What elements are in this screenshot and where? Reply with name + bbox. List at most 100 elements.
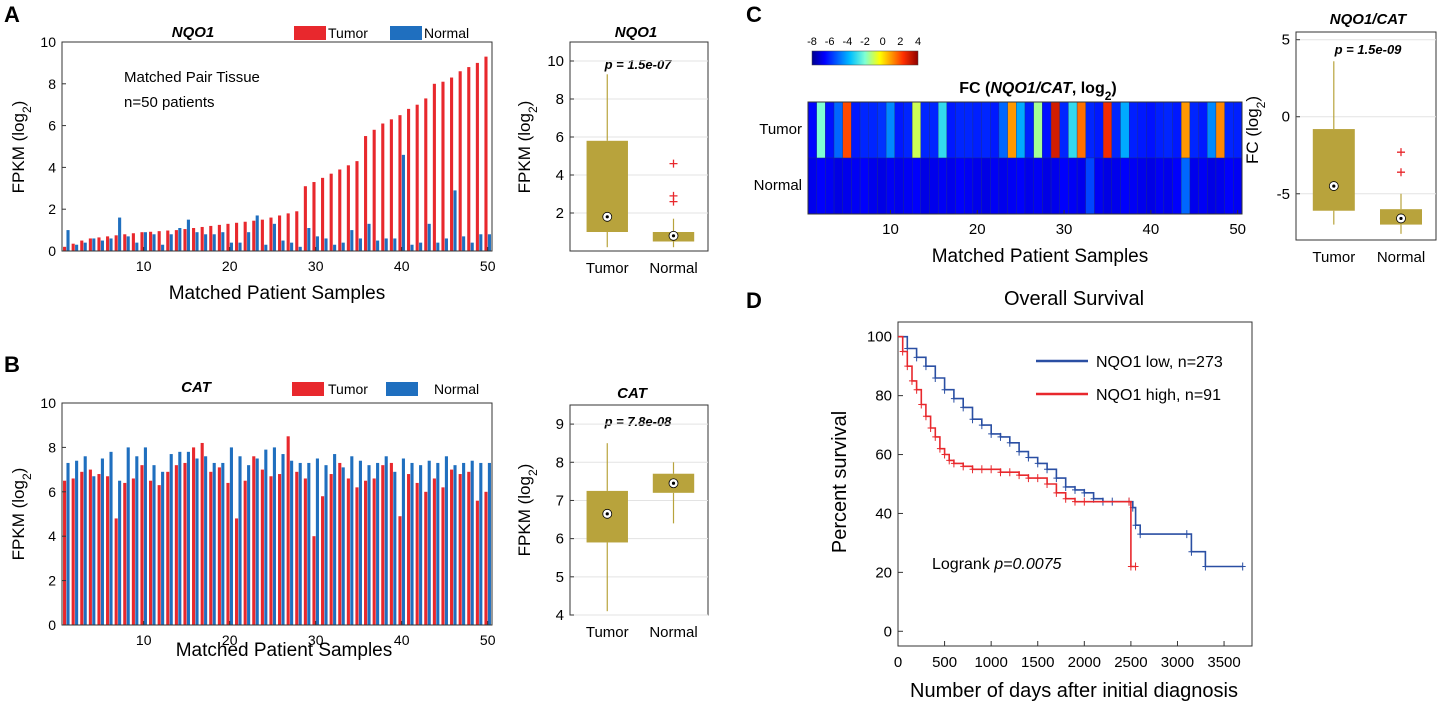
panel-b-bar-normal-4: [92, 476, 96, 625]
panel-a-bar-normal-43: [427, 223, 431, 251]
panel-b-bar-normal-37: [376, 462, 380, 625]
panel-label-c: C: [746, 2, 762, 27]
heatmap-cell-normal-42: [1163, 157, 1173, 215]
panel-a-bar-tumor-10: [140, 232, 144, 251]
km-censor-high: [908, 376, 915, 385]
panel-b-bar-normal-29: [307, 462, 311, 625]
panel-a-xtick-label: 20: [222, 258, 238, 274]
panel-a-bar-normal-20: [229, 242, 233, 251]
panel-d-xtick-label: 0: [894, 654, 902, 671]
panel-a-bar-normal-41: [410, 244, 414, 251]
panel-a-bar-normal-34: [350, 230, 354, 251]
panel-b-xtick-label: 50: [480, 632, 496, 648]
panel-a-ytick-label: 8: [48, 76, 56, 92]
panel-b-bar-normal-2: [75, 460, 79, 625]
km-censor-low: [988, 429, 995, 438]
panel-a-bar-normal-50: [487, 234, 491, 251]
panel-a-bar-normal-9: [135, 242, 139, 251]
heatmap-cell-tumor-3: [825, 101, 835, 159]
panel-a-bar-tumor-35: [355, 161, 359, 251]
heatmap-cell-tumor-27: [1033, 101, 1043, 159]
panel-d-xtick-label: 2000: [1068, 654, 1101, 671]
panel-a-bar-tumor-17: [200, 226, 204, 251]
panel-b-bar-tumor-15: [183, 462, 187, 625]
panel-b-bar-normal-15: [186, 451, 190, 625]
panel-a-bar-tumor-26: [278, 215, 282, 251]
panel-d-title: Overall Survival: [1004, 288, 1144, 310]
heatmap-cell-normal-46: [1198, 157, 1208, 215]
panel-b-bar-tumor-33: [338, 462, 342, 625]
panel-a-bar-tumor-38: [381, 123, 385, 251]
km-censor-high: [941, 450, 948, 459]
panel-a-bar-normal-17: [204, 234, 208, 251]
panel-b-box-ytick-label: 6: [556, 531, 564, 548]
heatmap-cell-normal-50: [1233, 157, 1243, 215]
km-censor-low: [1202, 562, 1209, 571]
km-censor-low: [1016, 447, 1023, 456]
panel-b-bar-normal-14: [178, 451, 182, 625]
legend-tumor-swatch: [294, 26, 326, 40]
panel-a-bar-normal-1: [66, 230, 70, 251]
heatmap-cell-normal-38: [1128, 157, 1139, 215]
heatmap-cell-normal-23: [998, 157, 1008, 215]
heatmap-cell-normal-21: [981, 157, 991, 215]
panel-a-bar-tumor-4: [88, 238, 92, 251]
heatmap-cell-normal-13: [911, 157, 922, 215]
panel-b-bar-normal-30: [315, 458, 319, 625]
km-censor-low: [978, 421, 985, 430]
heatmap-cell-normal-27: [1033, 157, 1043, 215]
panel-a-bar-normal-42: [419, 242, 423, 251]
heatmap-cell-normal-16: [938, 157, 948, 215]
heatmap-cell-tumor-29: [1050, 101, 1060, 159]
panel-c-box-ytick-label: 0: [1282, 109, 1290, 126]
legend-normal-label: Normal: [424, 25, 469, 41]
panel-b-bar-tumor-25: [269, 476, 273, 625]
heatmap-cell-tumor-35: [1102, 101, 1112, 159]
colorbar-tick-label: -2: [860, 36, 870, 48]
panel-b-bar-tumor-41: [407, 474, 411, 625]
heatmap-cell-tumor-36: [1111, 101, 1121, 159]
panel-b-bar-normal-40: [401, 458, 405, 625]
panel-a-bar-tumor-9: [131, 233, 135, 251]
panel-b-bar-tumor-2: [71, 478, 75, 625]
panel-a-bar-tumor-43: [424, 98, 428, 252]
panel-b-bar-tumor-49: [475, 500, 479, 625]
panel-a-bar-normal-26: [281, 240, 285, 251]
panel-c-box-box-tumor: [1312, 129, 1355, 211]
panel-b-bar-normal-41: [410, 462, 414, 625]
panel-a-box-title: NQO1: [615, 24, 658, 41]
panel-a-title: NQO1: [172, 24, 215, 41]
heatmap-cell-tumor-10: [885, 101, 895, 159]
heatmap-cell-tumor-18: [955, 101, 965, 159]
panel-b-bar-normal-44: [436, 462, 440, 625]
panel-a-bar-tumor-49: [475, 62, 479, 252]
heatmap-cell-normal-4: [833, 157, 843, 215]
panel-b-bar-tumor-28: [295, 471, 299, 625]
panel-b-bar-tumor-42: [415, 482, 419, 625]
km-censor-high: [960, 462, 967, 471]
panel-a-bar-tumor-40: [398, 115, 402, 252]
panel-b-bar-normal-7: [118, 480, 122, 625]
heatmap-cell-normal-40: [1146, 157, 1156, 215]
heatmap-cell-tumor-48: [1215, 101, 1225, 159]
km-censor-low: [950, 394, 957, 403]
km-censor-low: [922, 362, 929, 371]
panel-c-box-median-dot-tumor: [1332, 184, 1336, 188]
panel-a-bar-normal-37: [376, 240, 380, 251]
heatmap-cell-normal-31: [1068, 157, 1078, 215]
panel-a-bar-normal-13: [169, 234, 173, 251]
panel-a-bar-normal-3: [83, 242, 87, 251]
panel-b-bar-normal-12: [161, 471, 165, 625]
panel-c-box-title: NQO1/CAT: [1330, 11, 1408, 28]
panel-b-bar-tumor-14: [174, 465, 178, 625]
panel-b-box-xtick-tumor: Tumor: [586, 624, 629, 641]
heatmap-cell-normal-14: [920, 157, 930, 215]
panel-a-bar-tumor-22: [243, 221, 247, 251]
heatmap-cell-tumor-9: [877, 101, 887, 159]
panel-b-bar-tumor-13: [166, 471, 170, 625]
heatmap-cell-normal-20: [972, 157, 982, 215]
panel-b-bar-normal-9: [135, 456, 139, 625]
panel-b-bar-normal-45: [444, 456, 448, 625]
heatmap-cell-normal-10: [885, 157, 895, 215]
